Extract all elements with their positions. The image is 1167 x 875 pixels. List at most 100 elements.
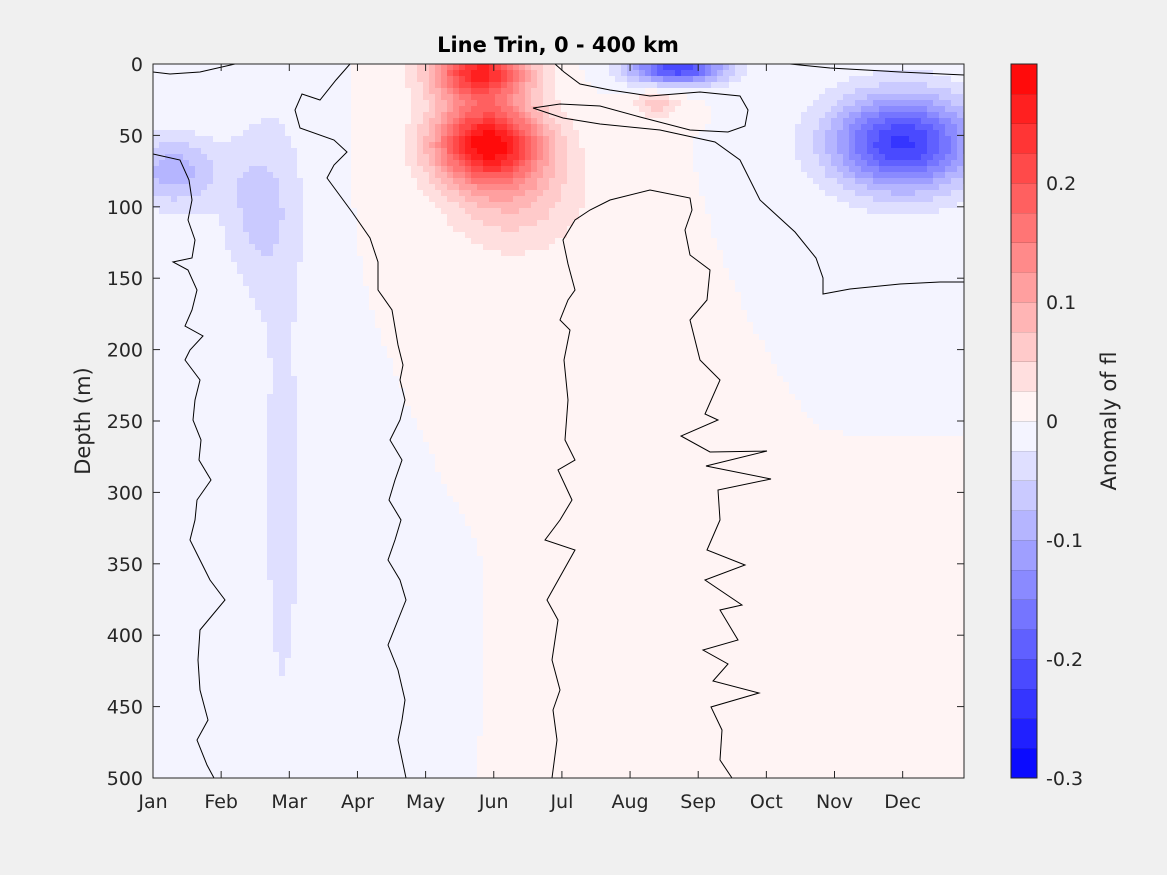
field-cell xyxy=(375,70,382,77)
field-cell xyxy=(891,208,898,215)
field-cell xyxy=(423,154,430,161)
field-cell xyxy=(357,82,364,89)
field-cell xyxy=(189,238,196,245)
field-cell xyxy=(801,82,808,89)
field-cell xyxy=(273,148,280,155)
field-cell xyxy=(255,184,262,191)
field-cell xyxy=(189,244,196,251)
field-cell xyxy=(297,202,304,209)
field-cell xyxy=(759,226,766,233)
field-cell xyxy=(447,208,454,215)
field-cell xyxy=(861,268,868,275)
field-cell xyxy=(741,70,748,77)
field-cell xyxy=(627,94,634,101)
field-cell xyxy=(681,154,688,161)
field-cell xyxy=(609,262,616,269)
field-cell xyxy=(183,100,190,107)
field-cell xyxy=(321,88,328,95)
field-cell xyxy=(183,268,190,275)
field-cell xyxy=(789,190,796,197)
field-cell xyxy=(639,232,646,239)
field-cell xyxy=(321,118,328,125)
field-cell xyxy=(909,118,916,125)
field-cell xyxy=(531,196,538,203)
field-cell xyxy=(237,130,244,137)
field-cell xyxy=(651,268,658,275)
field-cell xyxy=(597,70,604,77)
field-cell xyxy=(645,148,652,155)
field-cell xyxy=(243,220,250,227)
field-cell xyxy=(597,256,604,263)
field-cell xyxy=(255,130,262,137)
field-cell xyxy=(627,76,634,83)
field-cell xyxy=(921,202,928,209)
field-cell xyxy=(699,154,706,161)
field-cell xyxy=(597,76,604,83)
field-cell xyxy=(555,70,562,77)
field-cell xyxy=(507,256,514,263)
field-cell xyxy=(585,106,592,113)
field-cell xyxy=(849,118,856,125)
field-cell xyxy=(897,166,904,173)
field-cell xyxy=(927,226,934,233)
field-cell xyxy=(363,244,370,251)
field-cell xyxy=(675,76,682,83)
field-cell xyxy=(207,148,214,155)
field-cell xyxy=(789,250,796,257)
field-cell xyxy=(507,244,514,251)
field-cell xyxy=(315,262,322,269)
field-cell xyxy=(867,244,874,251)
field-cell xyxy=(729,112,736,119)
field-cell xyxy=(279,250,286,257)
field-cell xyxy=(561,124,568,131)
field-cell xyxy=(153,220,160,227)
field-cell xyxy=(225,280,232,287)
field-cell xyxy=(363,190,370,197)
field-cell xyxy=(741,274,748,281)
field-cell xyxy=(423,190,430,197)
field-cell xyxy=(327,130,334,137)
field-cell xyxy=(177,280,184,287)
field-cell xyxy=(231,280,238,287)
field-cell xyxy=(687,262,694,269)
field-cell xyxy=(855,208,862,215)
field-cell xyxy=(729,256,736,263)
field-cell xyxy=(741,142,748,149)
field-cell xyxy=(825,148,832,155)
field-cell xyxy=(459,106,466,113)
field-cell xyxy=(405,184,412,191)
field-cell xyxy=(843,70,850,77)
field-cell xyxy=(513,238,520,245)
field-cell xyxy=(423,184,430,191)
field-cell xyxy=(177,88,184,95)
field-cell xyxy=(561,220,568,227)
field-cell xyxy=(747,94,754,101)
field-cell xyxy=(747,208,754,215)
field-cell xyxy=(267,214,274,221)
field-cell xyxy=(909,184,916,191)
field-cell xyxy=(447,196,454,203)
field-cell xyxy=(861,82,868,89)
field-cell xyxy=(309,238,316,245)
field-cell xyxy=(225,184,232,191)
field-cell xyxy=(561,256,568,263)
field-cell xyxy=(855,112,862,119)
field-cell xyxy=(177,100,184,107)
field-cell xyxy=(303,250,310,257)
field-cell xyxy=(165,214,172,221)
field-cell xyxy=(735,202,742,209)
field-cell xyxy=(435,172,442,179)
field-cell xyxy=(849,184,856,191)
field-cell xyxy=(417,226,424,233)
field-cell xyxy=(705,184,712,191)
field-cell xyxy=(255,64,262,71)
field-cell xyxy=(651,256,658,263)
field-cell xyxy=(207,136,214,143)
field-cell xyxy=(339,94,346,101)
field-cell xyxy=(609,82,616,89)
field-cell xyxy=(255,220,262,227)
field-cell xyxy=(831,94,838,101)
field-cell xyxy=(543,232,550,239)
field-cell xyxy=(423,178,430,185)
field-cell xyxy=(675,280,682,287)
